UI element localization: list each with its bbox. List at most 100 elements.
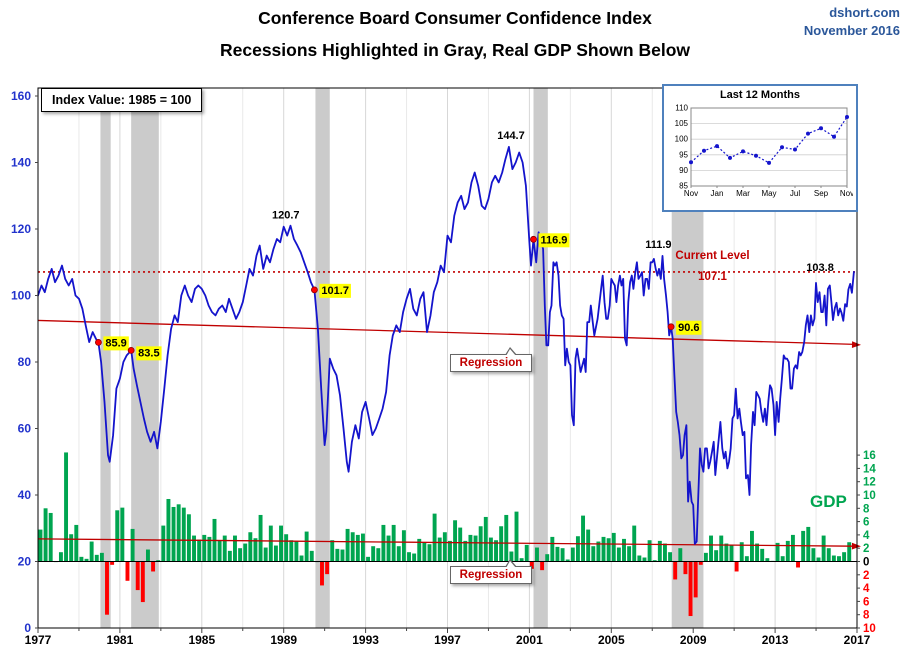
gdp-bar [330, 540, 335, 562]
index-note-box: Index Value: 1985 = 100 [41, 88, 203, 112]
gdp-bar [545, 554, 550, 562]
gdp-bar [816, 557, 821, 562]
bottom-axis-label: 1985 [188, 633, 215, 647]
source-site: dshort.com [829, 5, 900, 20]
right-axis-label: 2 [863, 570, 869, 582]
recession-band [100, 88, 111, 628]
recession-start-dot [311, 286, 318, 294]
gdp-bar [442, 532, 447, 562]
inset-marker [741, 149, 745, 154]
inset-marker [845, 115, 849, 120]
inset-y-label: 105 [675, 119, 689, 128]
gdp-bar [826, 548, 831, 562]
right-axis-label: 4 [863, 583, 870, 595]
gdp-bar [248, 532, 253, 562]
right-axis-label: 16 [863, 450, 876, 462]
gdp-bar [632, 525, 637, 562]
gdp-bar [151, 561, 156, 572]
gdp-bar [320, 561, 324, 586]
gdp-bar [535, 547, 539, 562]
regression-callout-gdp: Regression [450, 559, 532, 584]
right-axis-label: 6 [863, 596, 869, 608]
gdp-bar [509, 551, 514, 562]
index-note-text: Index Value: 1985 = 100 [52, 93, 192, 107]
left-axis-label: 80 [18, 355, 32, 369]
bottom-axis-label: 2001 [516, 633, 543, 647]
gdp-bar [171, 506, 176, 562]
inset-marker [689, 160, 693, 165]
gdp-bar [156, 560, 161, 562]
gdp-bar [38, 529, 43, 562]
gdp-bar [811, 548, 816, 562]
inset-y-label: 110 [675, 104, 688, 113]
gdp-bar [238, 548, 243, 562]
gdp-bar [453, 520, 458, 562]
gdp-regression-arrow [851, 542, 861, 550]
gdp-bar [642, 557, 647, 562]
gdp-bar [647, 540, 652, 562]
gdp-bar [273, 545, 278, 562]
gdp-bar [550, 536, 555, 562]
gdp-bar [714, 550, 719, 562]
left-axis-label: 20 [18, 555, 32, 569]
gdp-bar [309, 550, 314, 562]
gdp-bar [555, 546, 560, 562]
gdp-bar [524, 544, 529, 562]
gdp-bar [437, 537, 442, 562]
gdp-axis-title: GDP [810, 492, 847, 511]
gdp-bar [616, 547, 621, 562]
left-axis-label: 140 [11, 156, 31, 170]
annotation-highlight [319, 283, 351, 298]
gdp-bar [263, 547, 268, 562]
gdp-bar [821, 535, 826, 562]
gdp-bar [243, 543, 248, 562]
inset-x-label: Jul [790, 189, 800, 198]
gdp-bar [601, 536, 606, 562]
gdp-bar [591, 546, 596, 562]
gdp-bar [161, 525, 166, 562]
inset-y-label: 90 [679, 166, 688, 175]
inset-marker [754, 153, 758, 158]
gdp-bar [693, 561, 698, 598]
gdp-bar [468, 534, 473, 562]
gdp-bar [627, 546, 632, 562]
inset-chart-box: Last 12 Months 85 90 95 100 105 110 Nov Jan Mar M… [662, 84, 858, 212]
gdp-bar [417, 538, 422, 562]
gdp-bar [140, 561, 145, 603]
gdp-bar [360, 533, 365, 562]
gdp-bar [806, 526, 811, 562]
gdp-bar [176, 504, 181, 562]
gdp-bar [48, 512, 53, 562]
gdp-bar [79, 556, 84, 562]
gdp-bar [703, 552, 708, 562]
gdp-bar [89, 541, 94, 562]
gdp-bar [258, 514, 263, 562]
bottom-axis-label: 1981 [107, 633, 134, 647]
inset-title: Last 12 Months [719, 89, 801, 101]
gdp-bar [790, 534, 795, 562]
gdp-bar [381, 524, 386, 562]
gdp-bar [432, 513, 437, 562]
bottom-axis-label: 2005 [598, 633, 625, 647]
annotation-101.7: 101.7 [321, 285, 349, 297]
gdp-bar [222, 535, 227, 562]
left-axis-label: 160 [11, 89, 31, 103]
gdp-bar [596, 541, 601, 562]
gdp-bar [69, 534, 74, 562]
gdp-bar [279, 525, 283, 562]
left-axis-label: 40 [18, 488, 32, 502]
gdp-bar [84, 558, 89, 562]
gdp-bar [166, 498, 171, 562]
gdp-bar [729, 544, 734, 562]
recession-start-dot [667, 323, 675, 331]
gdp-bar [43, 508, 48, 562]
gdp-bar [499, 526, 504, 562]
gdp-bar [709, 535, 713, 562]
current-level-label: Current Level [675, 250, 750, 262]
gdp-bar [233, 535, 237, 562]
right-axis-label: 2 [863, 543, 869, 555]
gdp-bar [785, 540, 790, 562]
gdp-bar [847, 542, 852, 562]
gdp-bar [837, 556, 841, 562]
